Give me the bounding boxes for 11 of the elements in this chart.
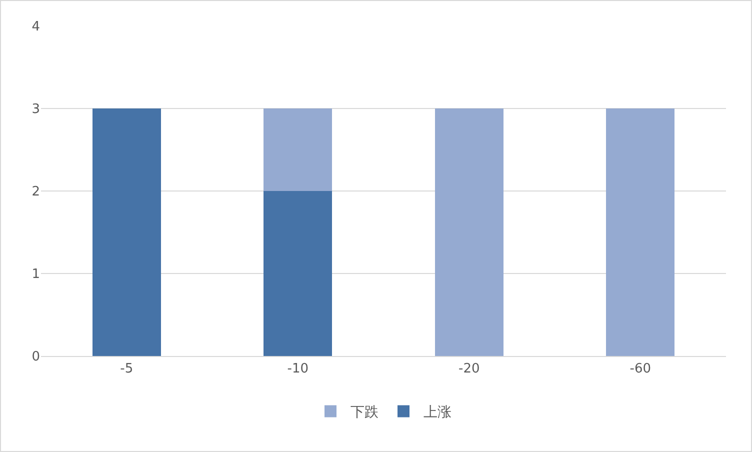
x-tick-label: -5: [120, 362, 134, 377]
legend-label: 上涨: [424, 404, 452, 421]
x-tick-label: -10: [287, 362, 308, 377]
x-tick-label: -20: [458, 362, 480, 377]
x-tick-label: -60: [630, 362, 651, 377]
y-tick-label: 1: [32, 267, 40, 282]
legend-label: 下跌: [350, 404, 378, 421]
y-tick-label: 2: [32, 184, 40, 200]
y-tick-label: 3: [32, 102, 40, 118]
y-tick-label: 4: [32, 20, 40, 35]
y-tick-label: 0: [32, 350, 40, 365]
